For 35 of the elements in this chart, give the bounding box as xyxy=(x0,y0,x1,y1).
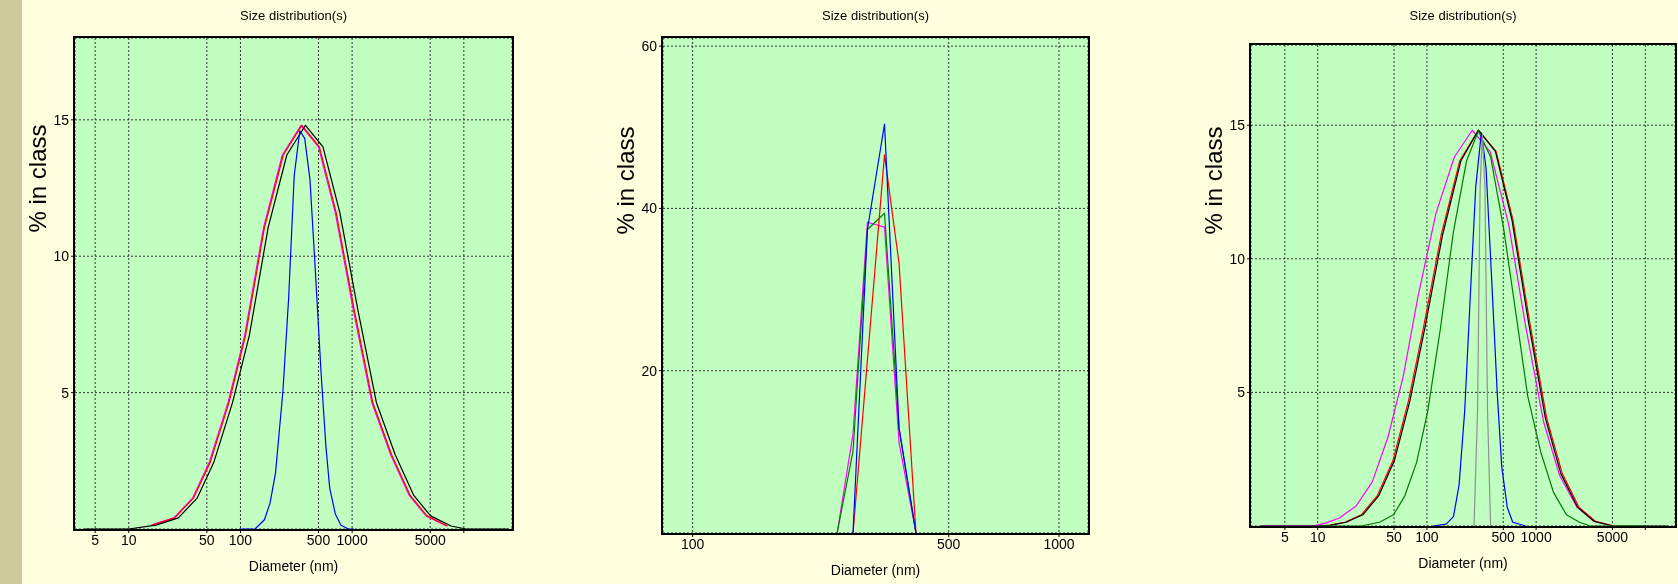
x-axis-title: Diameter (nm) xyxy=(830,562,921,578)
y-tick-label: 5 xyxy=(1237,384,1246,401)
x-tick-label: 50 xyxy=(199,531,215,548)
y-tick-label: 15 xyxy=(1229,117,1246,134)
x-tick-label: 500 xyxy=(306,531,331,548)
x-tick-label: 100 xyxy=(228,531,253,548)
x-tick-label: 100 xyxy=(1415,528,1439,545)
x-axis-title: Diameter (nm) xyxy=(1418,555,1508,571)
x-tick-label: 10 xyxy=(1309,528,1326,545)
chart-title: Size distribution(s) xyxy=(239,8,348,23)
y-tick-label: 10 xyxy=(53,248,70,265)
y-axis-title: % in class xyxy=(611,126,639,235)
y-axis-title: % in class xyxy=(1199,126,1227,235)
x-tick-label: 5000 xyxy=(414,531,446,548)
x-tick-label: 1000 xyxy=(1520,528,1552,545)
x-tick-label: 50 xyxy=(1386,528,1403,545)
y-tick-label: 5 xyxy=(61,384,70,401)
x-tick-label: 1000 xyxy=(336,531,368,548)
x-tick-label: 500 xyxy=(1491,528,1516,545)
y-tick-label: 20 xyxy=(641,362,658,379)
chart-title: Size distribution(s) xyxy=(1408,8,1518,23)
y-tick-label: 60 xyxy=(641,38,658,55)
x-axis-title: Diameter (nm) xyxy=(248,558,339,574)
x-tick-label: 1000 xyxy=(1043,535,1075,552)
y-tick-label: 10 xyxy=(1229,250,1246,267)
x-tick-label: 10 xyxy=(120,531,137,548)
y-axis-title: % in class xyxy=(23,124,51,233)
chart-title: Size distribution(s) xyxy=(821,8,930,23)
x-tick-label: 5000 xyxy=(1596,528,1629,545)
y-tick-label: 40 xyxy=(641,200,658,217)
x-tick-label: 5 xyxy=(91,531,100,548)
x-tick-label: 100 xyxy=(680,535,705,552)
x-tick-label: 500 xyxy=(937,535,961,552)
y-tick-label: 15 xyxy=(53,111,70,128)
x-tick-label: 5 xyxy=(1280,528,1289,545)
